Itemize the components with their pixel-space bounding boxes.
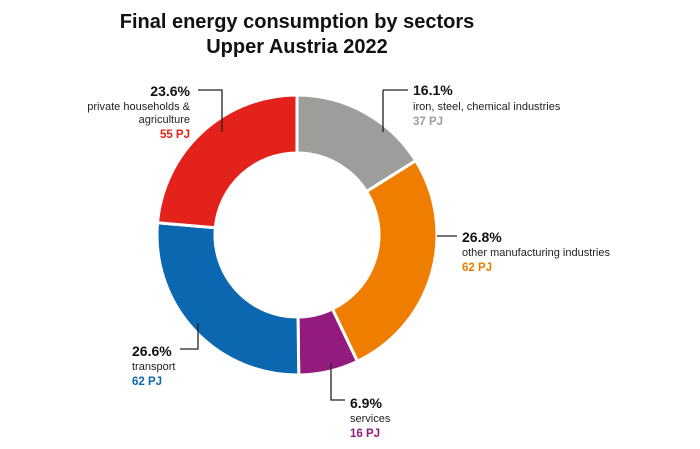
donut-slice-3 — [155, 221, 301, 377]
slice-label-name: iron, steel, chemical industries — [413, 101, 561, 113]
leader-line-private — [198, 89, 223, 132]
slice-label-name: services — [350, 413, 391, 425]
chart-title-line-1: Final energy consumption by sectors — [120, 11, 475, 33]
donut-slice-4 — [155, 93, 299, 230]
leader-line-iron — [382, 89, 408, 132]
slice-label-name-line-2: agriculture — [139, 114, 190, 126]
leader-line-transport — [180, 323, 199, 350]
slice-label-percent: 6.9% — [350, 395, 382, 411]
chart-title-line-2: Upper Austria 2022 — [206, 36, 388, 58]
slice-label-value: 62 PJ — [462, 262, 492, 274]
leader-line-services — [330, 363, 345, 401]
donut-slice-1 — [330, 158, 439, 364]
slice-label-name: transport — [132, 361, 175, 373]
slice-label-name: private households & — [87, 101, 190, 113]
slice-label-value: 55 PJ — [160, 129, 190, 141]
slice-label-value: 16 PJ — [350, 428, 380, 440]
slice-label-value: 62 PJ — [132, 376, 162, 388]
slice-label-name: other manufacturing industries — [462, 247, 610, 259]
slice-label-percent: 26.6% — [132, 343, 172, 359]
slice-label-percent: 26.8% — [462, 229, 502, 245]
slice-label-value: 37 PJ — [413, 116, 443, 128]
slice-label-percent: 16.1% — [413, 82, 453, 98]
slice-label-percent: 23.6% — [150, 83, 190, 99]
